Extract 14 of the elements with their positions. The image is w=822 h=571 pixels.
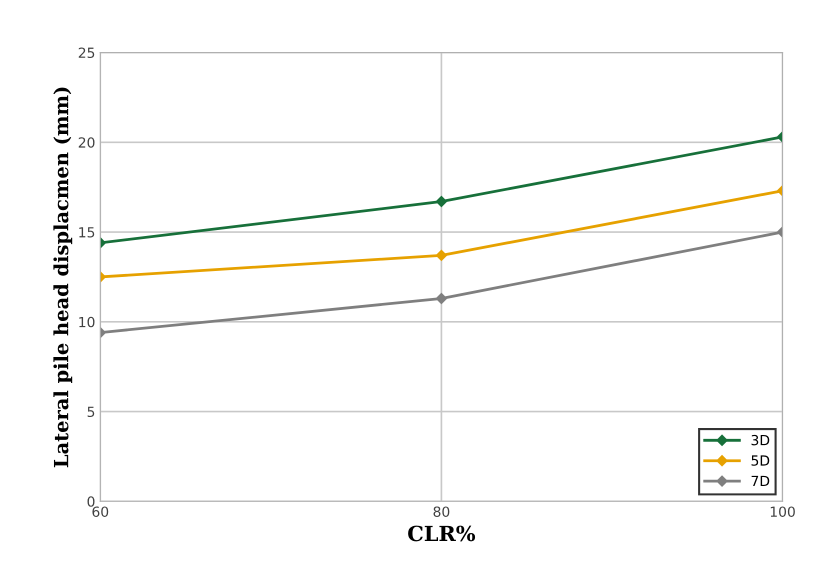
legend-label: 7D (752, 476, 770, 486)
y-tick-label: 10 (79, 316, 94, 328)
x-axis-title: CLR% (408, 526, 476, 542)
y-tick-label: 5 (88, 406, 94, 418)
y-tick-label: 0 (88, 496, 94, 507)
x-tick-label: 60 (92, 506, 108, 517)
legend-label: 5D (752, 455, 770, 466)
y-tick-label: 20 (78, 137, 94, 148)
x-tick-label: 80 (434, 506, 450, 517)
y-tick-label: 25 (78, 48, 94, 58)
y-axis-title: Lateral pile head displacmen (mm) (53, 88, 72, 468)
legend-label: 3D (752, 434, 770, 446)
x-tick-label: 100 (770, 506, 795, 517)
y-tick-label: 15 (79, 227, 94, 238)
